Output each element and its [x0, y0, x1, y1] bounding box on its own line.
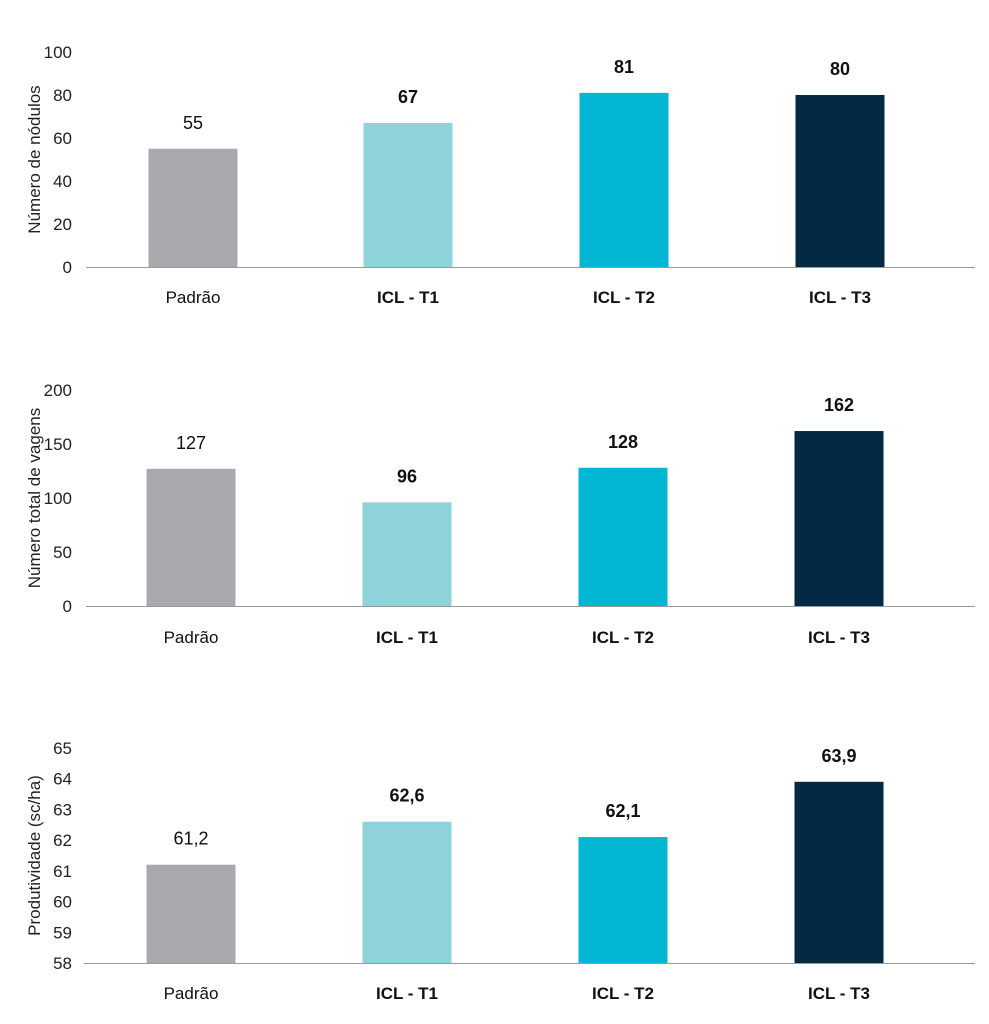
chart-1-bar-2	[363, 122, 453, 267]
chart-2-y-tick-label: 50	[53, 543, 72, 562]
chart-1-y-tick-label: 100	[44, 43, 72, 62]
chart-1-y-tick-label: 40	[53, 172, 72, 191]
chart-2-data-label-1: 127	[176, 433, 206, 453]
chart-1-y-tick-label: 20	[53, 215, 72, 234]
chart-2-y-tick-label: 200	[44, 381, 72, 400]
chart-2-data-label-4: 162	[824, 395, 854, 415]
chart-3-data-label-2: 62,6	[389, 786, 424, 806]
chart-1-data-label-1: 55	[183, 113, 203, 133]
chart-3-category-label-1: Padrão	[164, 984, 219, 1003]
chart-2-category-label-3: ICL - T2	[592, 628, 654, 647]
chart-3-bar-2	[362, 821, 452, 963]
chart-1-category-label-4: ICL - T3	[809, 288, 871, 307]
chart-1-bar-4	[795, 95, 885, 267]
chart-1-y-tick-label: 80	[53, 86, 72, 105]
chart-3-y-tick-label: 64	[53, 770, 72, 789]
chart-3-data-label-3: 62,1	[605, 801, 640, 821]
chart-1-category-label-2: ICL - T1	[377, 288, 439, 307]
chart-3-y-tick-label: 65	[53, 739, 72, 758]
chart-1-data-label-4: 80	[830, 59, 850, 79]
chart-2-bar-4	[794, 431, 884, 606]
chart-3-y-tick-label: 62	[53, 831, 72, 850]
chart-3-y-axis-label: Produtividade (sc/ha)	[25, 775, 44, 936]
chart-2-bar-1	[146, 468, 236, 606]
chart-2-category-label-4: ICL - T3	[808, 628, 870, 647]
chart-2-category-label-2: ICL - T1	[376, 628, 438, 647]
chart-2-y-tick-label: 150	[44, 435, 72, 454]
chart-3-bar-3	[578, 837, 668, 963]
chart-3-category-label-4: ICL - T3	[808, 984, 870, 1003]
chart-2-data-label-2: 96	[397, 466, 417, 486]
chart-3-y-tick-label: 59	[53, 923, 72, 942]
chart-1-data-label-3: 81	[614, 57, 634, 77]
chart-1-bar-1	[148, 148, 238, 267]
chart-3-category-label-2: ICL - T1	[376, 984, 438, 1003]
chart-3-data-label-4: 63,9	[821, 746, 856, 766]
chart-1-data-label-2: 67	[398, 87, 418, 107]
chart-2-y-tick-label: 100	[44, 489, 72, 508]
chart-3-y-tick-label: 60	[53, 893, 72, 912]
chart-1-category-label-3: ICL - T2	[593, 288, 655, 307]
chart-1-category-label-1: Padrão	[166, 288, 221, 307]
chart-2-category-label-1: Padrão	[164, 628, 219, 647]
chart-1-y-tick-label: 60	[53, 129, 72, 148]
chart-1-bar-3	[579, 92, 669, 267]
chart-2-data-label-3: 128	[608, 432, 638, 452]
chart-1-y-tick-label: 0	[63, 258, 72, 277]
chart-2-bar-3	[578, 467, 668, 606]
chart-3-bar-1	[146, 864, 236, 963]
chart-2-y-axis-label: Número total de vagens	[25, 408, 44, 589]
chart-3-data-label-1: 61,2	[173, 829, 208, 849]
chart-3-y-tick-label: 58	[53, 954, 72, 973]
chart-3-y-tick-label: 63	[53, 800, 72, 819]
chart-3-y-tick-label: 61	[53, 862, 72, 881]
chart-3-bar-4	[794, 781, 884, 963]
chart-2-y-tick-label: 0	[63, 597, 72, 616]
chart-3-category-label-3: ICL - T2	[592, 984, 654, 1003]
chart-1-y-axis-label: Número de nódulos	[25, 85, 44, 233]
chart-2-bar-2	[362, 502, 452, 606]
